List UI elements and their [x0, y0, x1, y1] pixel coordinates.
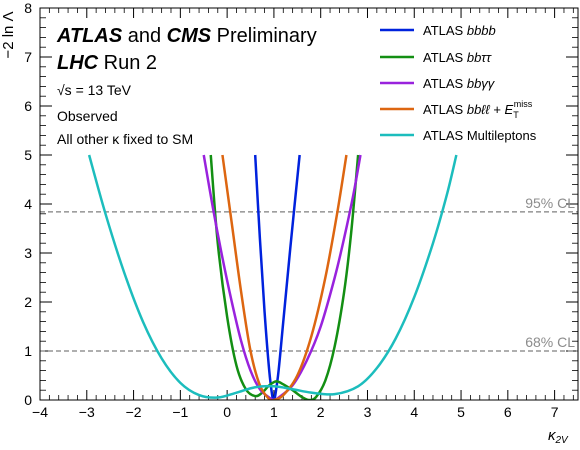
- x-tick-label: −2: [126, 404, 142, 420]
- confidence-level-lines: 95% CL 68% CL: [40, 195, 578, 352]
- x-tick-label: −1: [172, 404, 188, 420]
- likelihood-curve-2: [202, 154, 362, 400]
- x-axis-title: κ2V: [548, 427, 569, 445]
- legend-label-bbll-met: ATLAS bbℓℓ + ETmiss: [423, 99, 533, 120]
- y-tick-label: 0: [24, 392, 32, 408]
- kappa-fixed-label: All other κ fixed to SM: [57, 131, 193, 147]
- x-tick-label: 0: [223, 404, 231, 420]
- x-tick-label: 6: [504, 404, 512, 420]
- x-tick-label: 1: [270, 404, 278, 420]
- y-tick-label: 8: [24, 0, 32, 16]
- likelihood-curves: [87, 154, 458, 400]
- energy-label: √s = 13 TeV: [57, 82, 132, 98]
- legend-label-bbtautau: ATLAS bbττ: [423, 50, 492, 65]
- experiment-label-line2: LHC Run 2: [57, 52, 157, 74]
- x-tick-label: −3: [79, 404, 95, 420]
- legend-label-bbbb: ATLAS bbbb: [423, 23, 496, 38]
- experiment-label-line1: ATLAS and CMS Preliminary: [56, 25, 317, 47]
- likelihood-curve-4: [87, 154, 458, 399]
- cl-reference-label: 68% CL: [525, 334, 575, 350]
- y-tick-label: 2: [24, 294, 32, 310]
- x-tick-label: 3: [364, 404, 372, 420]
- legend-label-multileptons: ATLAS Multileptons: [423, 128, 537, 143]
- legend-label-bbgammagamma: ATLAS bbγγ: [423, 76, 496, 91]
- y-axis-title: −2 ln Λ: [0, 11, 17, 58]
- likelihood-curve-3: [221, 154, 348, 400]
- y-tick-label: 5: [24, 147, 32, 163]
- axis-ticks: −4 −3 −2 −1 0 1 2 3 4 5 6 7 0 1 2 3 4 5 6 7 8: [24, 0, 578, 420]
- x-tick-label: 2: [317, 404, 325, 420]
- y-tick-label: 6: [24, 98, 32, 114]
- x-tick-label: −4: [32, 404, 48, 420]
- y-tick-label: 3: [24, 245, 32, 261]
- x-tick-label: 5: [457, 404, 465, 420]
- y-tick-label: 4: [24, 196, 32, 212]
- x-tick-label: 7: [551, 404, 559, 420]
- x-tick-label: 4: [410, 404, 418, 420]
- cl-reference-label: 95% CL: [525, 195, 575, 211]
- likelihood-curve-0: [253, 154, 301, 400]
- y-tick-label: 1: [24, 343, 32, 359]
- likelihood-curve-1: [209, 154, 360, 400]
- y-tick-label: 7: [24, 49, 32, 65]
- plot-frame: [39, 7, 579, 401]
- observed-label: Observed: [57, 108, 118, 124]
- legend: ATLAS bbbb ATLAS bbττ ATLAS bbγγ ATLAS b…: [380, 23, 537, 143]
